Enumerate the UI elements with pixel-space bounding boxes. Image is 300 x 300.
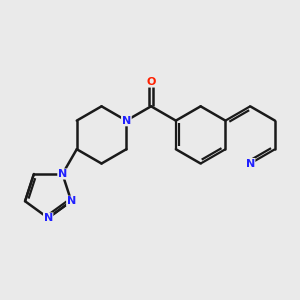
Text: N: N — [246, 158, 255, 169]
Text: N: N — [122, 116, 131, 126]
Text: N: N — [122, 116, 131, 126]
Text: O: O — [146, 77, 156, 87]
Text: N: N — [44, 213, 53, 223]
Text: N: N — [67, 196, 76, 206]
Text: N: N — [58, 169, 67, 179]
